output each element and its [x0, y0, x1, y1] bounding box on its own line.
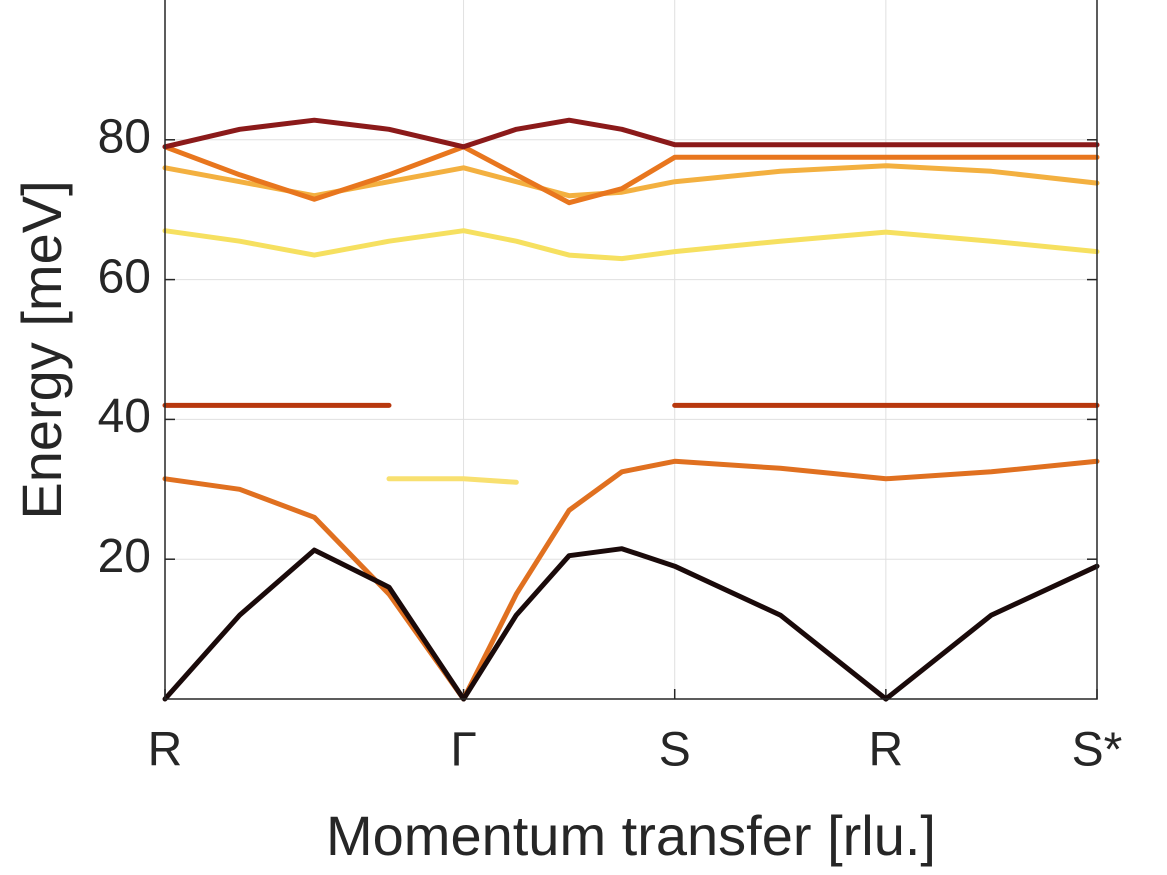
band-line	[162, 228, 1100, 262]
band-line	[162, 117, 1100, 150]
x-tick-label: R	[869, 724, 904, 777]
y-tick-label: 80	[98, 110, 151, 163]
x-tick-label: R	[148, 724, 183, 777]
x-tick-label: Γ	[450, 724, 476, 777]
band-line	[162, 163, 1100, 199]
band-line	[386, 476, 519, 485]
x-tick-label: S*	[1072, 724, 1123, 777]
y-tick-label: 20	[98, 530, 151, 583]
band-line	[162, 144, 1100, 206]
x-tick-label: S	[659, 724, 691, 777]
y-tick-label: 40	[98, 390, 151, 443]
axes-frame	[164, 0, 1098, 700]
y-tick-label: 60	[98, 250, 151, 303]
band-line	[162, 458, 1100, 702]
x-axis-label: Momentum transfer [rlu.]	[326, 804, 936, 867]
y-axis-label: Energy [meV]	[10, 180, 73, 519]
band-line	[162, 546, 1100, 702]
